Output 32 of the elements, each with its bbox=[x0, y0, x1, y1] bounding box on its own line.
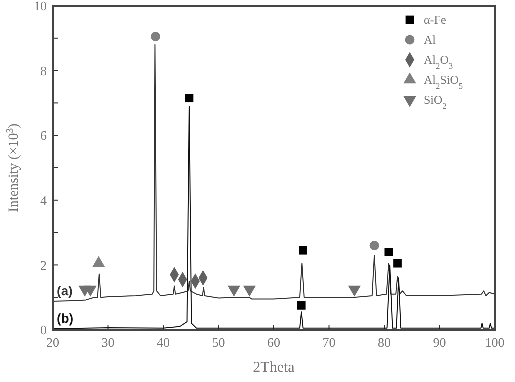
x-tick-label: 70 bbox=[322, 335, 336, 350]
x-tick-label: 100 bbox=[485, 335, 505, 350]
x-tick-label: 90 bbox=[433, 335, 446, 350]
x-axis-title: 2Theta bbox=[253, 360, 296, 376]
point bbox=[384, 248, 394, 256]
line-series bbox=[52, 106, 496, 330]
series-label: (a) bbox=[57, 283, 73, 298]
legend-label: Al$_{2}$SiO$_{5}$ bbox=[424, 73, 464, 91]
series-label: (b) bbox=[57, 311, 74, 326]
line-series bbox=[52, 44, 496, 302]
point bbox=[394, 259, 402, 268]
legend-label: Al bbox=[424, 33, 437, 48]
point bbox=[297, 302, 306, 310]
y-tick-label: 8 bbox=[40, 63, 47, 78]
x-tick-label: 80 bbox=[378, 335, 391, 350]
point bbox=[185, 94, 194, 103]
x-tick-label: 60 bbox=[268, 335, 280, 350]
y-tick-label: 0 bbox=[40, 322, 47, 338]
y-tick-label: 10 bbox=[34, 0, 47, 14]
x-tick-label: 20 bbox=[46, 335, 60, 350]
point bbox=[299, 246, 308, 255]
point bbox=[151, 32, 160, 42]
x-tick-label: 30 bbox=[102, 335, 115, 350]
legend-label: Al$_{2}$O$_{3}$ bbox=[424, 53, 454, 71]
point bbox=[370, 241, 380, 250]
y-tick-label: 2 bbox=[40, 258, 47, 273]
x-tick-label: 40 bbox=[157, 335, 170, 350]
legend-label: α-Fe bbox=[424, 13, 446, 28]
y-tick-label: 4 bbox=[40, 192, 48, 208]
x-tick-label: 50 bbox=[212, 335, 226, 350]
y-tick-label: 6 bbox=[40, 128, 48, 144]
legend-label: SiO$_{2}$ bbox=[424, 93, 447, 111]
